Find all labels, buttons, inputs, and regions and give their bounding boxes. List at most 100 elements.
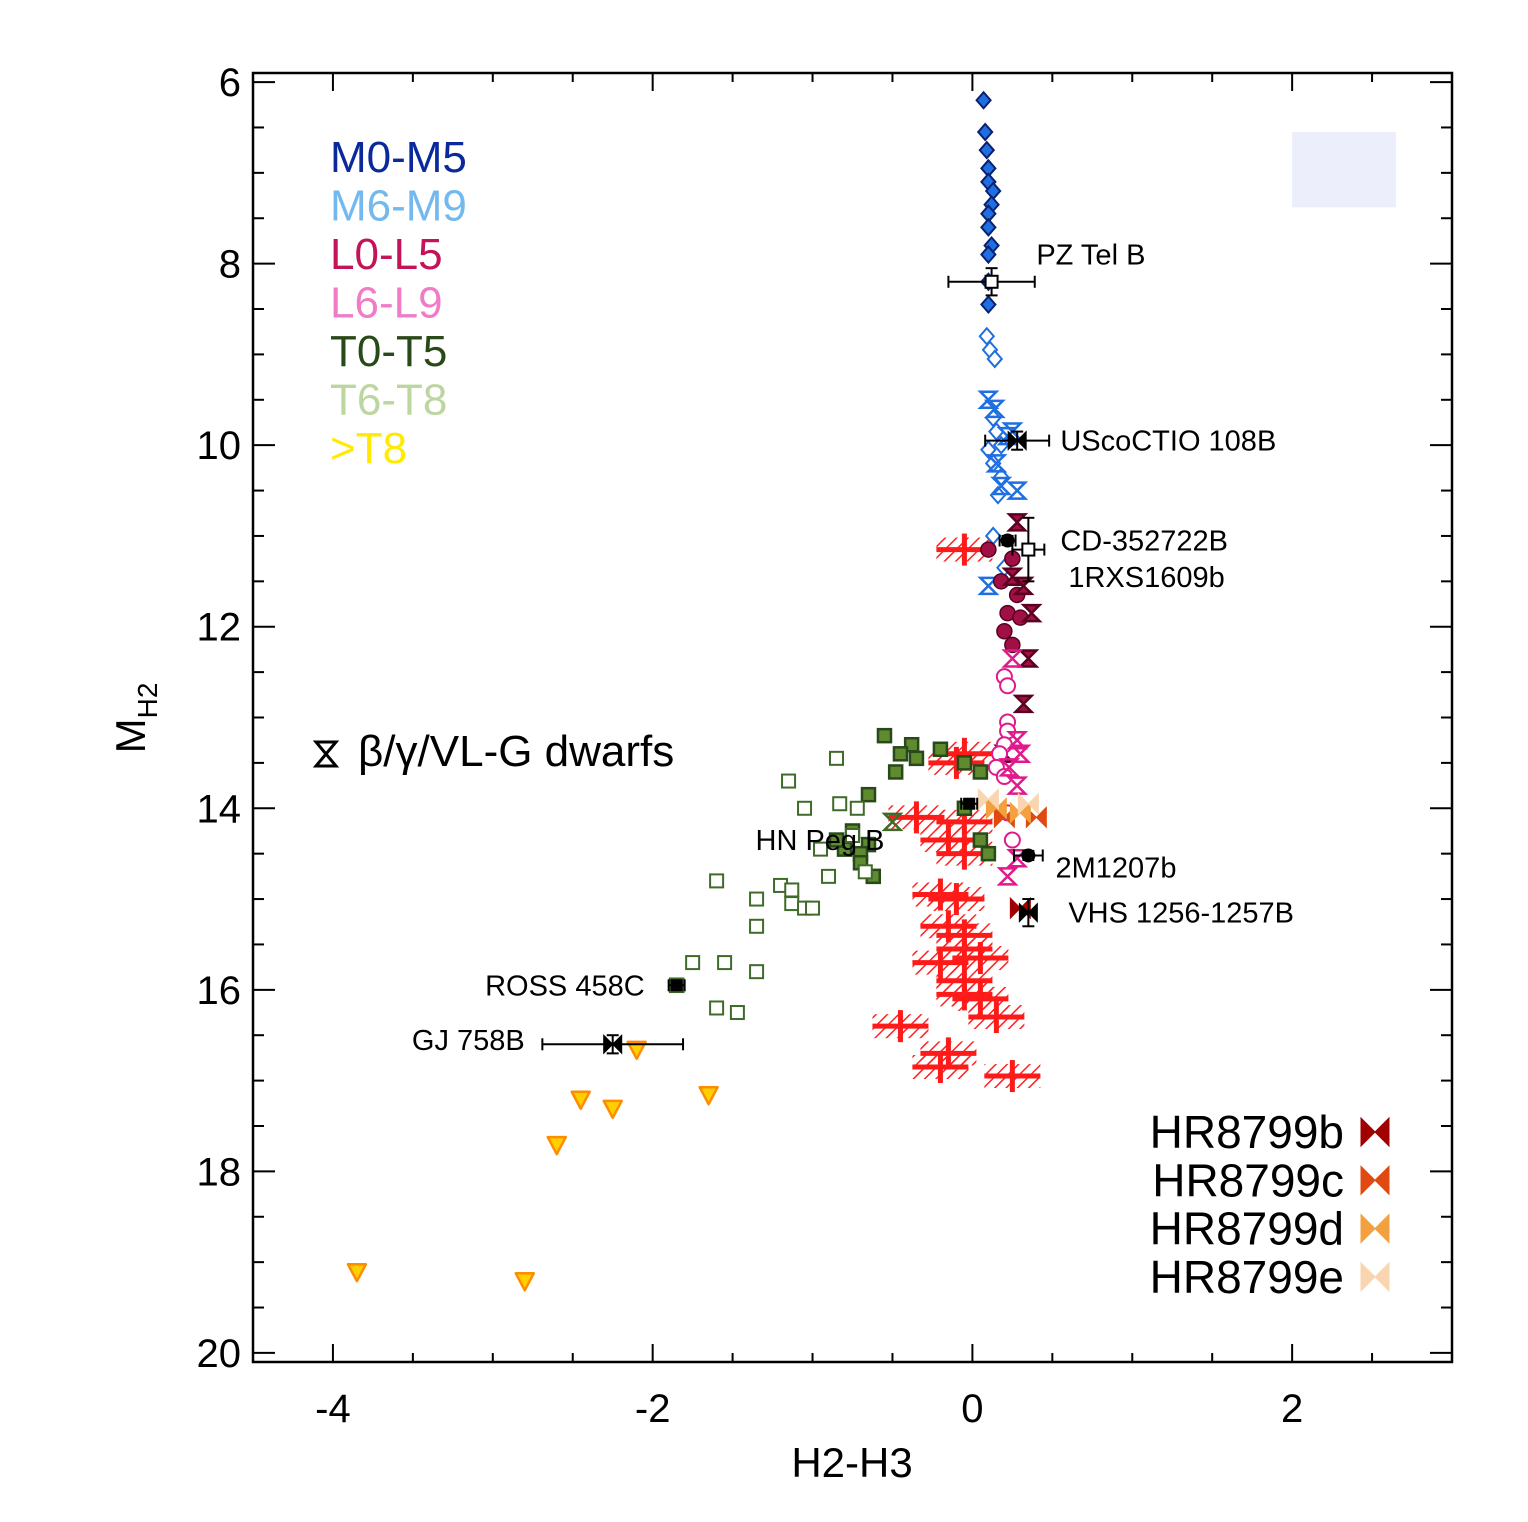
object-label: GJ 758B <box>412 1025 525 1057</box>
point-hourglass <box>990 476 1013 496</box>
data-points <box>346 90 1047 1292</box>
point-square-open <box>829 750 845 766</box>
point-diamond <box>980 217 997 237</box>
point-diamond <box>980 294 997 314</box>
point-square-open <box>709 873 725 889</box>
object-label: VHS 1256-1257B <box>1068 898 1294 930</box>
point-square <box>892 746 909 762</box>
point-square <box>908 750 925 767</box>
hr-legend-label: HR8799d <box>1150 1203 1344 1255</box>
object-marker <box>1007 430 1027 451</box>
y-axis-title-sub: H2 <box>132 683 163 719</box>
point-square <box>828 832 845 848</box>
point-triangle <box>346 1262 368 1283</box>
point-triangle <box>602 1099 623 1120</box>
point-square-open <box>784 896 800 912</box>
labeled-object: UScoCTIO 108B <box>984 426 1276 458</box>
point-bowtie <box>1017 792 1039 815</box>
point-square-open <box>685 955 701 971</box>
point-hourglass <box>1006 513 1029 532</box>
point-square <box>956 755 973 771</box>
object-marker <box>1021 542 1036 557</box>
point-bowtie <box>977 787 999 811</box>
point-hourglass <box>998 758 1021 777</box>
point-hourglass <box>985 454 1008 473</box>
y-tick-label: 16 <box>197 969 242 1013</box>
legend-entry: L6-L9 <box>330 279 443 328</box>
labeled-object: VHS 1256-1257B <box>1018 898 1294 930</box>
y-tick-label: 20 <box>197 1332 242 1376</box>
labeled-object: PZ Tel B <box>947 240 1145 297</box>
point-square-open <box>717 955 733 971</box>
point-triangle <box>514 1272 536 1292</box>
y-tick-label: 8 <box>219 243 241 287</box>
point-hourglass <box>881 812 904 832</box>
point-hatched-cross <box>912 1050 969 1083</box>
x-axis-title: H2-H3 <box>791 1439 912 1486</box>
point-square-open <box>813 841 829 857</box>
y-tick-label: 18 <box>197 1150 242 1194</box>
young-dwarfs-label: β/γ/VL-G dwarfs <box>358 727 674 776</box>
legend-entry: M0-M5 <box>330 133 467 182</box>
point-square <box>980 845 997 862</box>
hourglass-icon <box>312 740 340 768</box>
y-tick-label: 6 <box>219 61 241 105</box>
point-square-open <box>749 918 765 934</box>
point-square <box>972 832 989 848</box>
point-triangle <box>626 1040 647 1061</box>
point-hourglass <box>1001 649 1024 668</box>
legend-entry: >T8 <box>330 424 407 473</box>
point-hourglass <box>1009 744 1032 764</box>
hr-legend-marker <box>1360 1116 1390 1148</box>
y-tick-label: 12 <box>197 606 242 650</box>
labeled-object: CD-352722B <box>998 525 1228 557</box>
object-label: HN Peg B <box>756 825 885 857</box>
point-hourglass <box>977 390 1000 410</box>
hr-legend-label: HR8799e <box>1150 1251 1344 1303</box>
y-tick-label: 10 <box>197 424 242 468</box>
x-tick-label: -2 <box>635 1387 671 1431</box>
object-label: ROSS 458C <box>485 970 645 1002</box>
point-square-open <box>821 868 837 884</box>
point-triangle <box>546 1135 567 1156</box>
x-tick-label: -4 <box>315 1387 351 1431</box>
point-hatched-cross <box>928 883 985 916</box>
axis-ticks: -4 -2 0 2 6 8 10 12 14 16 18 20 <box>197 61 1453 1431</box>
shaded-region <box>1292 132 1397 208</box>
object-marker <box>1021 848 1036 863</box>
point-square <box>860 786 877 803</box>
object-label: PZ Tel B <box>1036 240 1145 272</box>
point-square-open <box>729 1005 745 1021</box>
point-circle-open <box>1003 831 1021 849</box>
young-dwarfs-legend: β/γ/VL-G dwarfs <box>312 727 674 776</box>
point-diamond <box>975 90 992 110</box>
point-square <box>887 764 904 780</box>
hr-legend-label: HR8799c <box>1152 1154 1344 1206</box>
point-square-open <box>709 1000 725 1016</box>
y-axis-title-main: M <box>107 718 154 753</box>
hr-legend-marker <box>1360 1213 1390 1244</box>
point-diamond <box>980 245 997 265</box>
labeled-object: HN Peg B <box>756 797 979 857</box>
hr-legend-marker <box>1360 1261 1390 1293</box>
object-marker <box>984 274 999 289</box>
point-hourglass <box>1006 848 1029 868</box>
x-tick-label: 2 <box>1281 1387 1303 1431</box>
point-circle <box>1004 636 1021 654</box>
point-circle-open <box>999 677 1017 695</box>
point-square-open <box>849 800 865 816</box>
labeled-object: 1RXS1609b <box>1011 516 1225 594</box>
point-square-open <box>857 864 873 880</box>
object-marker <box>1018 902 1038 923</box>
point-hatched-cross <box>872 1010 929 1043</box>
point-hatched-cross <box>968 1001 1025 1034</box>
point-diamond-open <box>986 349 1004 369</box>
point-hourglass <box>1020 603 1043 623</box>
object-label: 2M1207b <box>1056 852 1177 884</box>
x-tick-label: 0 <box>961 1387 983 1431</box>
object-label: 1RXS1609b <box>1068 562 1224 594</box>
shaded-box <box>1292 132 1397 208</box>
point-hourglass <box>996 867 1019 886</box>
